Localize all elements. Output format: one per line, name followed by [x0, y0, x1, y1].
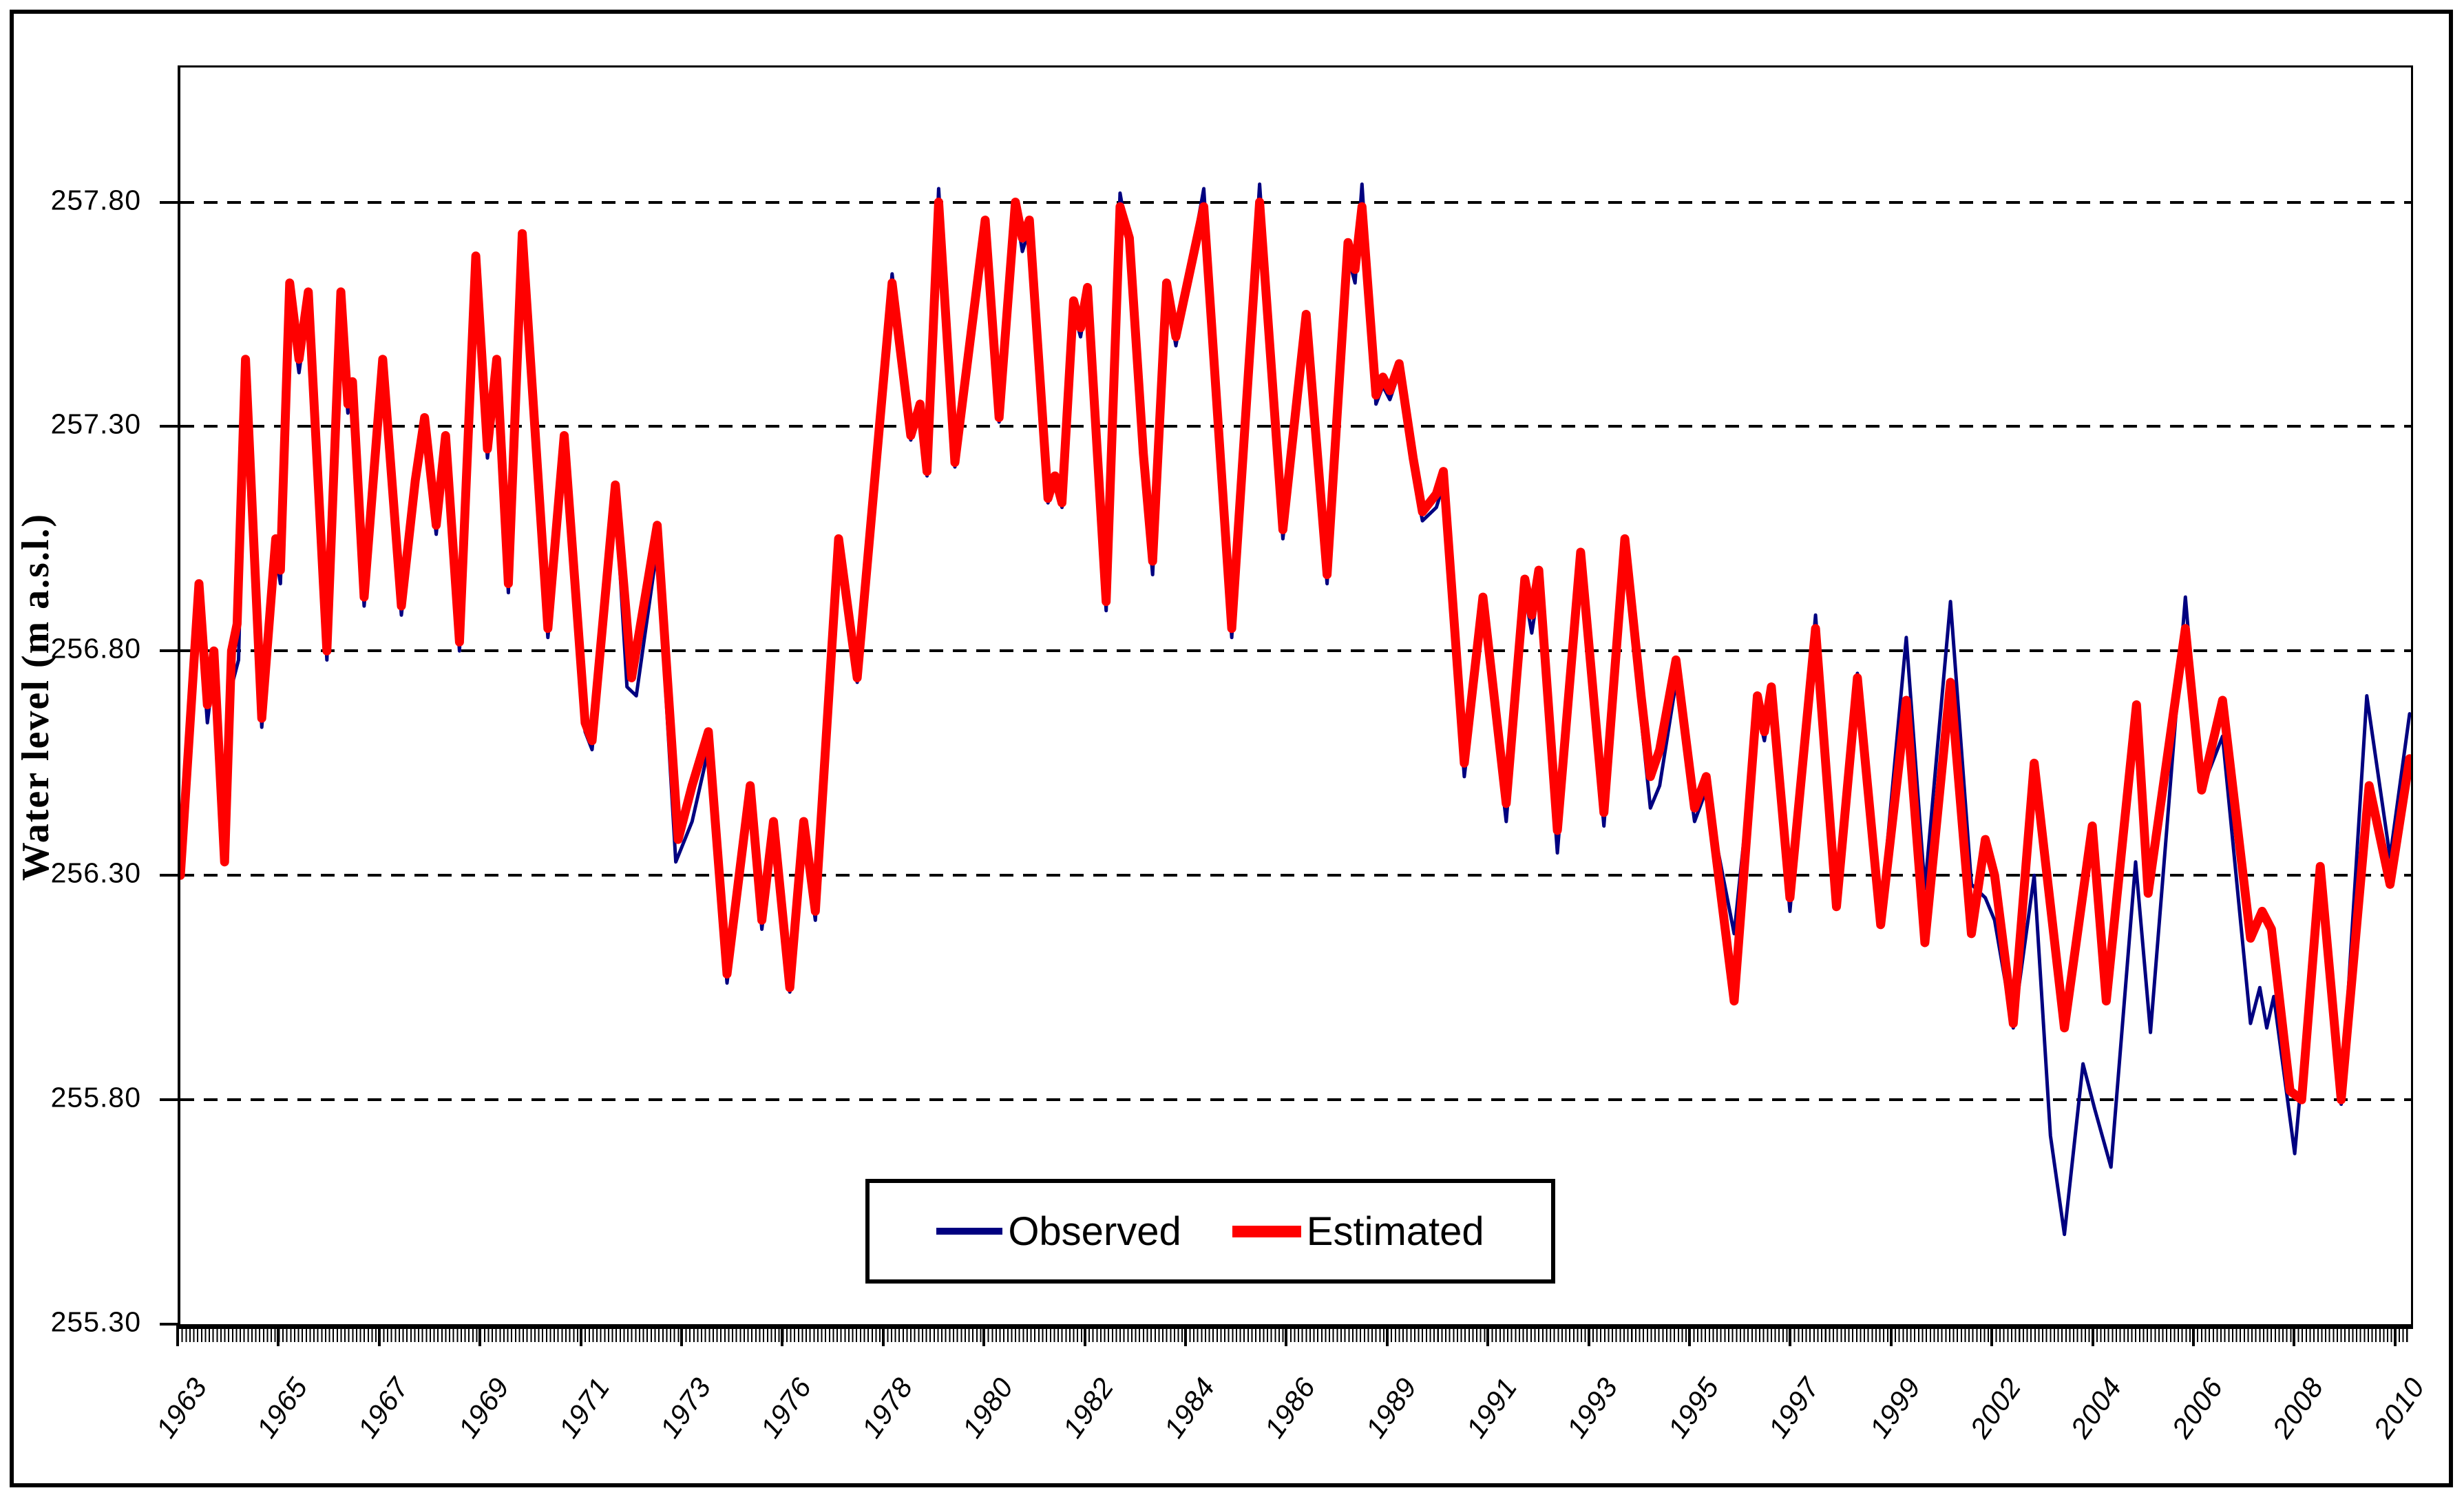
x-tick	[2192, 1326, 2196, 1346]
x-tick-label: 1978	[855, 1372, 919, 1444]
x-tick-label: 1973	[653, 1372, 717, 1444]
x-tick-label: 2008	[2266, 1372, 2330, 1444]
x-tick-label: 1993	[1561, 1372, 1625, 1444]
y-tick	[160, 1098, 178, 1102]
legend-item-estimated: Estimated	[1232, 1208, 1484, 1255]
y-tick	[160, 649, 178, 653]
x-tick	[881, 1326, 885, 1346]
x-tick	[377, 1326, 381, 1346]
x-tick-label: 1971	[553, 1372, 617, 1444]
y-tick	[160, 200, 178, 204]
y-tick	[160, 874, 178, 877]
gridline	[180, 1098, 2411, 1102]
x-tick-label: 1997	[1762, 1372, 1826, 1444]
y-tick-label: 256.80	[50, 632, 141, 664]
x-tick-label: 2002	[1963, 1372, 2028, 1444]
x-tick-label: 1965	[250, 1372, 315, 1444]
x-tick	[1587, 1326, 1590, 1346]
plot-area	[160, 65, 2413, 1329]
x-tick	[1990, 1326, 1994, 1346]
x-tick	[680, 1326, 683, 1346]
x-tick-label: 1995	[1661, 1372, 1725, 1444]
x-tick-label: 1989	[1359, 1372, 1423, 1444]
x-tick-label: 1986	[1258, 1372, 1323, 1444]
chart-svg	[180, 182, 2411, 1237]
y-tick	[160, 425, 178, 428]
x-tick-label: 2006	[2165, 1372, 2229, 1444]
x-tick	[982, 1326, 986, 1346]
x-tick	[2293, 1326, 2296, 1346]
x-tick-label: 1967	[351, 1372, 415, 1444]
legend-item-observed: Observed	[936, 1208, 1181, 1255]
y-tick-label: 257.80	[50, 184, 141, 216]
x-tick-label: 1991	[1460, 1372, 1524, 1444]
x-tick	[2393, 1326, 2397, 1346]
x-tick-label: 2004	[2065, 1372, 2129, 1444]
x-tick	[1083, 1326, 1086, 1346]
gridline	[180, 649, 2411, 653]
x-tick-label: 1982	[1057, 1372, 1121, 1444]
x-tick	[277, 1326, 280, 1346]
x-tick	[579, 1326, 582, 1346]
observed-line-swatch	[936, 1228, 1003, 1235]
legend-estimated-label: Estimated	[1306, 1208, 1484, 1254]
x-tick	[2091, 1326, 2094, 1346]
x-tick	[1789, 1326, 1792, 1346]
legend: Observed Estimated	[865, 1179, 1555, 1284]
y-tick-label: 255.30	[50, 1306, 141, 1338]
estimated-line-swatch	[1232, 1225, 1301, 1237]
x-tick	[478, 1326, 482, 1346]
x-tick	[781, 1326, 784, 1346]
x-axis-tick-labels: 1963 1965 1967 1969 1971 1973 1976 1978 1980 1982…	[149, 1322, 2430, 1497]
gridline	[180, 200, 2411, 204]
x-tick-label: 1969	[452, 1372, 516, 1444]
y-tick	[160, 1323, 178, 1326]
x-tick	[1385, 1326, 1389, 1346]
x-tick	[1889, 1326, 1893, 1346]
x-tick	[1184, 1326, 1188, 1346]
x-tick-label: 1976	[754, 1372, 819, 1444]
x-tick	[1688, 1326, 1692, 1346]
legend-observed-label: Observed	[1008, 1208, 1181, 1254]
gridline	[180, 874, 2411, 877]
x-tick	[1486, 1326, 1490, 1346]
y-axis-title: Water level (m a.s.l.)	[14, 512, 57, 881]
x-tick-label: 1980	[956, 1372, 1020, 1444]
estimated-series-line	[180, 198, 2411, 1105]
x-axis-minor-ticks	[178, 1326, 2410, 1342]
y-tick-label: 255.80	[50, 1081, 141, 1113]
y-tick-label: 257.30	[50, 408, 141, 440]
x-tick-label: 1999	[1863, 1372, 1927, 1444]
y-tick-label: 256.30	[50, 857, 141, 889]
x-tick-label: 1984	[1157, 1372, 1221, 1444]
x-tick	[1285, 1326, 1288, 1346]
x-tick	[176, 1326, 179, 1346]
